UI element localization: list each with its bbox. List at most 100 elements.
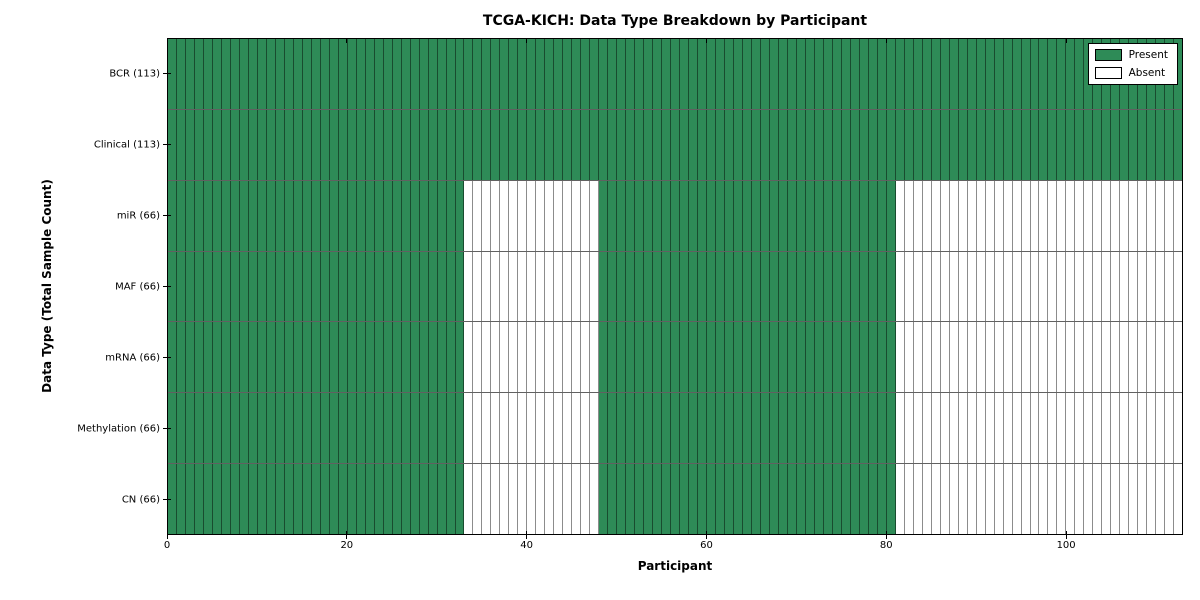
- cell-cn-16-present: [311, 464, 321, 535]
- cell-clinical-36-present: [491, 109, 501, 180]
- cell-mir-11-present: [266, 180, 276, 251]
- cell-cn-4-present: [203, 464, 213, 535]
- cell-methylation-39-absent: [518, 393, 528, 464]
- x-axis-label: Participant: [637, 559, 713, 573]
- cell-maf-93-absent: [1003, 251, 1013, 322]
- cell-maf-75-present: [841, 251, 851, 322]
- cell-mrna-67-present: [769, 322, 779, 393]
- cell-mir-110-absent: [1156, 180, 1166, 251]
- cell-methylation-107-absent: [1129, 393, 1139, 464]
- cell-maf-28-present: [419, 251, 429, 322]
- cell-bcr-6-present: [221, 39, 231, 109]
- cell-bcr-37-present: [500, 39, 510, 109]
- cell-mir-58-present: [689, 180, 699, 251]
- cell-cn-30-present: [437, 464, 447, 535]
- cell-methylation-11-present: [266, 393, 276, 464]
- cell-clinical-4-present: [203, 109, 213, 180]
- cell-maf-65-present: [751, 251, 761, 322]
- cell-mrna-80-present: [886, 322, 896, 393]
- cell-cn-58-present: [689, 464, 699, 535]
- cell-mir-62-present: [725, 180, 735, 251]
- cell-mrna-18-present: [329, 322, 339, 393]
- cell-mir-60-present: [707, 180, 717, 251]
- cell-cn-67-present: [769, 464, 779, 535]
- cell-methylation-55-present: [662, 393, 672, 464]
- cell-mir-44-absent: [563, 180, 573, 251]
- cell-methylation-21-present: [356, 393, 366, 464]
- cell-cn-42-absent: [545, 464, 555, 535]
- row-cn: [168, 464, 1183, 535]
- cell-clinical-37-present: [500, 109, 510, 180]
- cell-mrna-70-present: [796, 322, 806, 393]
- cell-clinical-66-present: [760, 109, 770, 180]
- cell-mrna-49-present: [608, 322, 618, 393]
- legend-item-present: Present: [1094, 49, 1168, 61]
- cell-clinical-99-present: [1057, 109, 1067, 180]
- cell-cn-5-present: [212, 464, 222, 535]
- cell-mrna-94-absent: [1012, 322, 1022, 393]
- cell-maf-40-absent: [527, 251, 537, 322]
- cell-bcr-64-present: [743, 39, 752, 109]
- cell-maf-109-absent: [1147, 251, 1157, 322]
- cell-mrna-69-present: [787, 322, 797, 393]
- cell-cn-60-present: [707, 464, 717, 535]
- cell-methylation-59-present: [698, 393, 708, 464]
- cell-maf-79-present: [877, 251, 887, 322]
- legend-absent-label: Absent: [1128, 66, 1166, 79]
- cell-methylation-15-present: [302, 393, 312, 464]
- cell-mrna-27-present: [410, 322, 420, 393]
- cell-mrna-71-present: [805, 322, 815, 393]
- cell-methylation-32-present: [455, 393, 465, 464]
- cell-cn-49-present: [608, 464, 618, 535]
- cell-bcr-93-present: [1003, 39, 1013, 109]
- cell-bcr-59-present: [698, 39, 708, 109]
- cell-cn-92-absent: [994, 464, 1004, 535]
- cell-mir-93-absent: [1003, 180, 1013, 251]
- cell-mrna-79-present: [877, 322, 887, 393]
- cell-mrna-10-present: [257, 322, 267, 393]
- cell-cn-84-absent: [922, 464, 932, 535]
- cell-methylation-58-present: [689, 393, 699, 464]
- cell-methylation-29-present: [428, 393, 438, 464]
- cell-mir-20-present: [347, 180, 357, 251]
- cell-cn-88-absent: [958, 464, 968, 535]
- y-tick-label-mrna: mRNA (66): [105, 352, 160, 363]
- cell-cn-57-present: [680, 464, 690, 535]
- y-tick-label-mir: miR (66): [116, 210, 160, 221]
- cell-clinical-86-present: [940, 109, 950, 180]
- cell-maf-2-present: [185, 251, 195, 322]
- cell-mir-105-absent: [1111, 180, 1121, 251]
- cell-maf-39-absent: [518, 251, 528, 322]
- cell-methylation-67-present: [769, 393, 779, 464]
- cell-maf-64-present: [743, 251, 752, 322]
- cell-maf-48-present: [599, 251, 609, 322]
- cell-methylation-77-present: [859, 393, 869, 464]
- cell-cn-109-absent: [1147, 464, 1157, 535]
- cell-mrna-26-present: [401, 322, 411, 393]
- cell-methylation-38-absent: [509, 393, 519, 464]
- cell-maf-89-absent: [967, 251, 977, 322]
- cell-clinical-34-present: [473, 109, 483, 180]
- cell-methylation-30-present: [437, 393, 447, 464]
- cell-cn-7-present: [230, 464, 240, 535]
- cell-bcr-91-present: [985, 39, 995, 109]
- cell-mir-48-present: [599, 180, 609, 251]
- cell-mrna-40-absent: [527, 322, 537, 393]
- cell-maf-31-present: [446, 251, 456, 322]
- cell-clinical-82-present: [904, 109, 914, 180]
- cell-clinical-77-present: [859, 109, 869, 180]
- cell-mrna-66-present: [760, 322, 770, 393]
- cell-maf-36-absent: [491, 251, 501, 322]
- cell-bcr-50-present: [617, 39, 627, 109]
- cell-methylation-28-present: [419, 393, 429, 464]
- cell-mrna-93-absent: [1003, 322, 1013, 393]
- cell-clinical-11-present: [266, 109, 276, 180]
- cell-clinical-68-present: [778, 109, 788, 180]
- cell-cn-8-present: [239, 464, 249, 535]
- cell-mir-10-present: [257, 180, 267, 251]
- cell-methylation-42-absent: [545, 393, 555, 464]
- cell-cn-56-present: [671, 464, 681, 535]
- legend-present-swatch: [1094, 49, 1122, 61]
- cell-methylation-50-present: [617, 393, 627, 464]
